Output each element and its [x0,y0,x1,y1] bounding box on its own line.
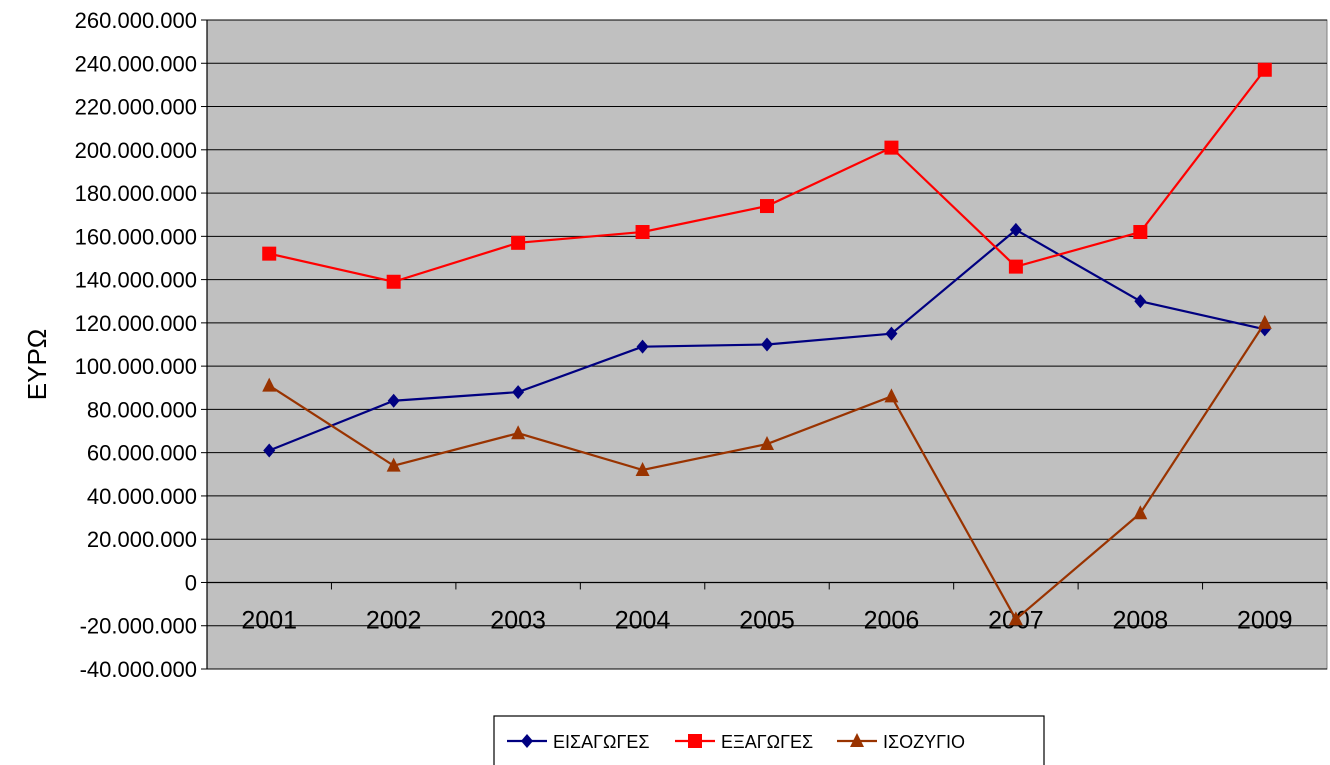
data-point-marker [884,388,899,403]
y-tick-label: 160.000.000 [75,224,197,249]
data-point-marker [760,199,774,214]
data-point-marker [511,235,526,250]
data-point-marker [635,461,650,476]
y-tick-label: 220.000.000 [75,95,197,120]
legend: ΕΙΣΑΓΩΓΕΣ ΕΞΑΓΩΓΕΣ ΙΣΟΖΥΓΙΟ [493,715,1045,765]
data-point-marker [1133,505,1148,520]
data-point-marker [262,377,277,392]
data-point-marker [761,337,773,352]
x-tick-label: 2005 [739,606,795,634]
series-group [262,62,1272,289]
data-point-marker [760,436,774,451]
y-tick-label: 120.000.000 [75,311,197,336]
data-point-marker [511,425,526,440]
y-tick-label: 20.000.000 [87,527,197,552]
y-axis-title: ΕΥΡΩ [22,329,52,400]
data-point-marker [512,385,525,400]
data-point-marker [885,326,898,341]
x-tick-label: 2008 [1113,606,1169,634]
x-tick-label: 2002 [366,606,422,634]
data-point-marker [1008,611,1023,626]
data-point-marker [884,140,899,155]
x-tick-label: 2006 [864,606,920,634]
data-point-marker [636,339,649,354]
data-point-marker [387,393,400,408]
x-axis-tick-labels: 200120022003200420052006200720082009 [241,606,1292,634]
series-group [262,314,1272,626]
data-point-marker [263,443,276,458]
series-group [263,222,1271,458]
y-tick-label: -40.000.000 [80,657,197,682]
y-tick-label: 80.000.000 [87,397,197,422]
legend-label: ΕΙΣΑΓΩΓΕΣ [553,732,650,752]
data-point-marker [635,225,650,240]
data-point-marker [521,734,533,748]
axes [206,20,1328,669]
data-point-marker [1257,62,1272,77]
y-axis-tick-labels: 260.000.000 240.000.000 220.000.000 200.000… [75,8,197,682]
y-tick-label: 60.000.000 [87,441,197,466]
y-tick-label: 0 [185,570,197,595]
data-point-marker [386,457,401,472]
series-layer [262,62,1272,626]
legend-label: ΙΣΟΖΥΓΙΟ [883,732,965,752]
y-tick-label: 40.000.000 [87,484,197,509]
data-point-marker [262,246,277,261]
x-tick-label: 2004 [615,606,671,634]
y-tick-label: 240.000.000 [75,51,197,76]
x-tick-label: 2003 [490,606,546,634]
y-tick-label: 100.000.000 [75,354,197,379]
data-point-marker [1134,294,1147,309]
data-point-marker [850,733,864,747]
y-tick-label: 260.000.000 [75,8,197,33]
y-tick-label: 200.000.000 [75,138,197,163]
data-point-marker [1133,225,1148,240]
data-point-marker [1257,314,1272,329]
data-point-marker [1009,222,1022,237]
data-point-marker [1008,259,1023,274]
data-point-marker [688,734,702,748]
x-tick-label: 2001 [241,606,297,634]
data-point-marker [386,274,401,289]
legend-label: ΕΞΑΓΩΓΕΣ [721,732,813,752]
y-tick-label: 180.000.000 [75,181,197,206]
y-tick-label: -20.000.000 [80,614,197,639]
y-tick-label: 140.000.000 [75,268,197,293]
legend-box [493,715,1045,765]
x-tick-label: 2009 [1237,606,1293,634]
